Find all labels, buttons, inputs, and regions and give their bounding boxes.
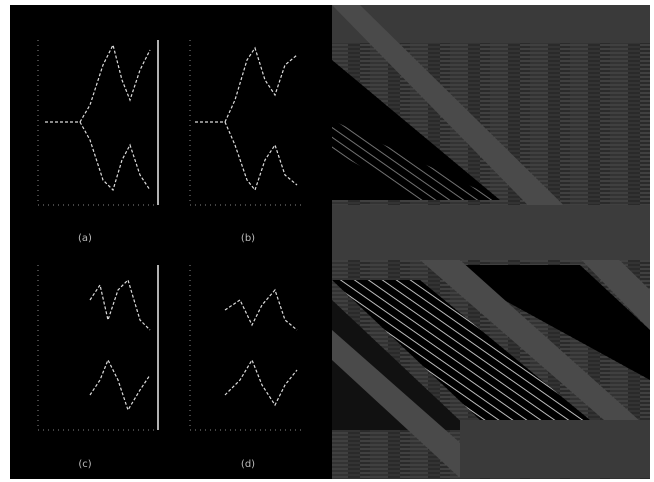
panel-caption: (c) — [78, 459, 91, 470]
panel-caption: (a) — [78, 233, 92, 244]
right-panel — [332, 5, 650, 479]
page: (a) (b) (c) (d) (() => { const data = JS… — [0, 0, 654, 482]
figure: (a) (b) (c) (d) — [0, 0, 654, 482]
panel-caption: (d) — [241, 459, 255, 470]
left-panel-background — [10, 5, 332, 479]
panel-caption: (b) — [241, 233, 255, 244]
